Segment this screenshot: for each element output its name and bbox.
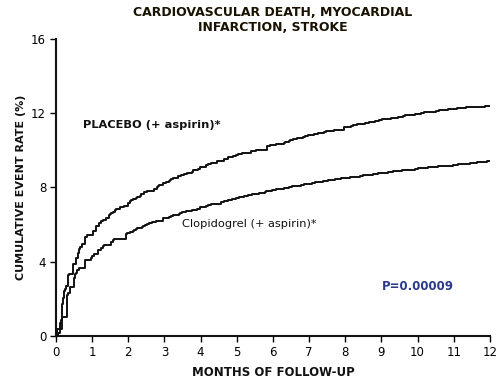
Text: PLACEBO (+ aspirin)*: PLACEBO (+ aspirin)* — [83, 120, 221, 130]
Y-axis label: CUMULATIVE EVENT RATE (%): CUMULATIVE EVENT RATE (%) — [16, 95, 26, 280]
X-axis label: MONTHS OF FOLLOW-UP: MONTHS OF FOLLOW-UP — [192, 366, 354, 379]
Title: CARDIOVASCULAR DEATH, MYOCARDIAL
INFARCTION, STROKE: CARDIOVASCULAR DEATH, MYOCARDIAL INFARCT… — [133, 5, 412, 34]
Text: Clopidogrel (+ aspirin)*: Clopidogrel (+ aspirin)* — [183, 220, 317, 229]
Text: P=0.00009: P=0.00009 — [381, 279, 453, 292]
